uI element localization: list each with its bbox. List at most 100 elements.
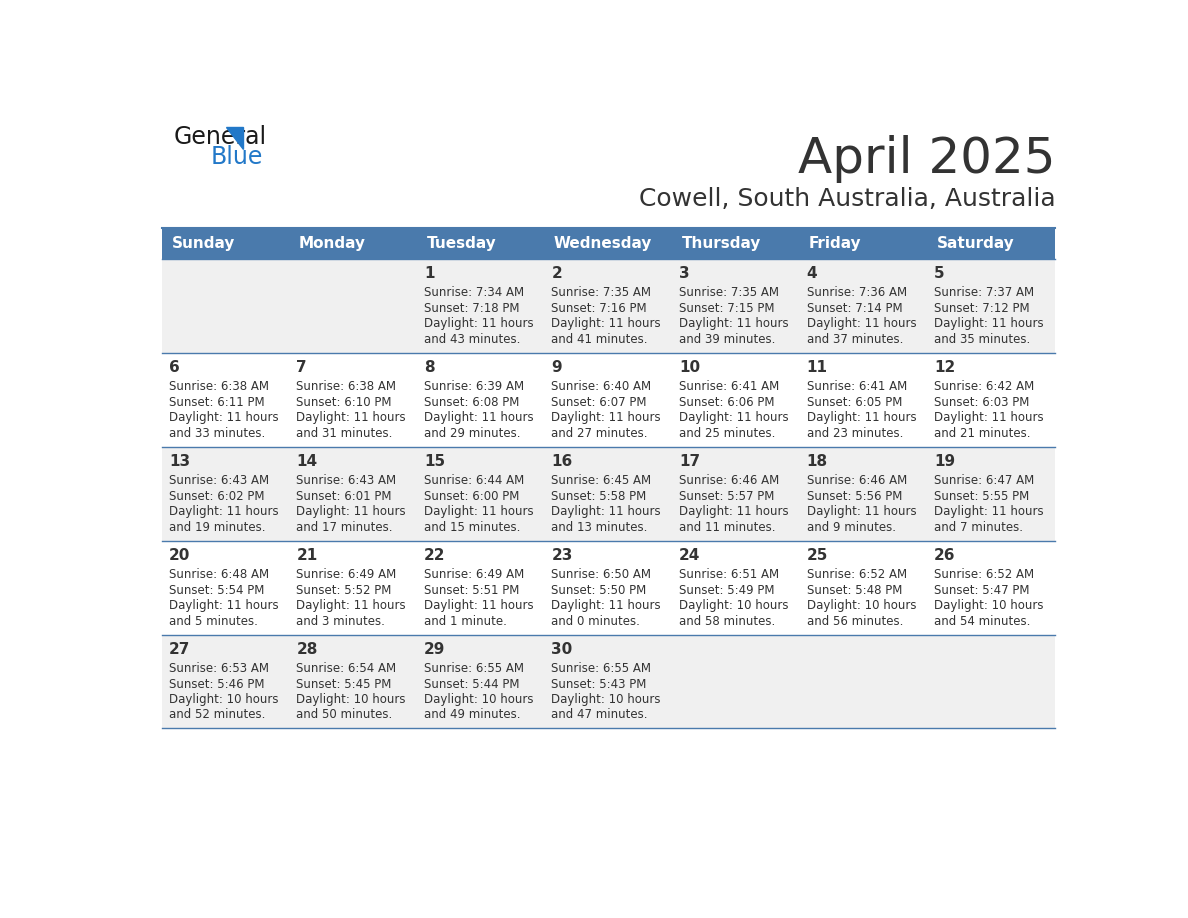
Text: Sunset: 6:01 PM: Sunset: 6:01 PM xyxy=(296,490,392,503)
Text: and 23 minutes.: and 23 minutes. xyxy=(807,427,903,440)
Text: 4: 4 xyxy=(807,266,817,282)
Polygon shape xyxy=(227,127,244,149)
Text: Sunset: 5:49 PM: Sunset: 5:49 PM xyxy=(680,584,775,597)
Text: Daylight: 11 hours: Daylight: 11 hours xyxy=(551,599,661,612)
Text: Sunset: 7:18 PM: Sunset: 7:18 PM xyxy=(424,302,519,315)
Text: Sunset: 6:00 PM: Sunset: 6:00 PM xyxy=(424,490,519,503)
Text: Daylight: 11 hours: Daylight: 11 hours xyxy=(807,505,916,518)
Text: Sunrise: 6:43 AM: Sunrise: 6:43 AM xyxy=(169,475,268,487)
Text: 19: 19 xyxy=(934,454,955,469)
Text: and 15 minutes.: and 15 minutes. xyxy=(424,521,520,533)
Text: Daylight: 11 hours: Daylight: 11 hours xyxy=(934,318,1044,330)
Text: Sunrise: 6:54 AM: Sunrise: 6:54 AM xyxy=(296,662,397,676)
Text: Sunset: 5:58 PM: Sunset: 5:58 PM xyxy=(551,490,646,503)
Text: 24: 24 xyxy=(680,548,701,564)
Text: Sunset: 5:43 PM: Sunset: 5:43 PM xyxy=(551,677,646,690)
Text: Sunrise: 6:40 AM: Sunrise: 6:40 AM xyxy=(551,380,651,394)
Text: Sunset: 6:03 PM: Sunset: 6:03 PM xyxy=(934,396,1030,409)
Text: 3: 3 xyxy=(680,266,689,282)
Text: Daylight: 11 hours: Daylight: 11 hours xyxy=(424,318,533,330)
Text: and 21 minutes.: and 21 minutes. xyxy=(934,427,1030,440)
Text: Sunset: 5:48 PM: Sunset: 5:48 PM xyxy=(807,584,902,597)
Text: Sunrise: 6:55 AM: Sunrise: 6:55 AM xyxy=(551,662,651,676)
Text: Sunrise: 6:41 AM: Sunrise: 6:41 AM xyxy=(807,380,906,394)
Text: Blue: Blue xyxy=(210,145,263,170)
Text: Daylight: 11 hours: Daylight: 11 hours xyxy=(424,599,533,612)
Text: and 5 minutes.: and 5 minutes. xyxy=(169,614,258,628)
Text: Sunrise: 6:39 AM: Sunrise: 6:39 AM xyxy=(424,380,524,394)
Text: Sunset: 5:44 PM: Sunset: 5:44 PM xyxy=(424,677,519,690)
Text: Tuesday: Tuesday xyxy=(426,236,497,251)
Text: Sunset: 6:05 PM: Sunset: 6:05 PM xyxy=(807,396,902,409)
Text: 13: 13 xyxy=(169,454,190,469)
Text: Daylight: 10 hours: Daylight: 10 hours xyxy=(424,693,533,706)
Text: Sunset: 6:10 PM: Sunset: 6:10 PM xyxy=(296,396,392,409)
Text: Sunrise: 6:42 AM: Sunrise: 6:42 AM xyxy=(934,380,1035,394)
Bar xyxy=(163,228,1055,259)
Text: and 0 minutes.: and 0 minutes. xyxy=(551,614,640,628)
Text: Sunrise: 6:53 AM: Sunrise: 6:53 AM xyxy=(169,662,268,676)
Text: Daylight: 11 hours: Daylight: 11 hours xyxy=(169,411,278,424)
Text: Sunrise: 6:43 AM: Sunrise: 6:43 AM xyxy=(296,475,397,487)
Text: 20: 20 xyxy=(169,548,190,564)
Text: 9: 9 xyxy=(551,361,562,375)
Text: Sunrise: 6:51 AM: Sunrise: 6:51 AM xyxy=(680,568,779,581)
Text: Sunrise: 6:49 AM: Sunrise: 6:49 AM xyxy=(424,568,524,581)
Text: Daylight: 11 hours: Daylight: 11 hours xyxy=(169,599,278,612)
Text: Daylight: 11 hours: Daylight: 11 hours xyxy=(424,411,533,424)
Text: 30: 30 xyxy=(551,643,573,657)
Text: 16: 16 xyxy=(551,454,573,469)
Text: Friday: Friday xyxy=(809,236,861,251)
Text: 18: 18 xyxy=(807,454,828,469)
Text: 23: 23 xyxy=(551,548,573,564)
Text: Sunset: 5:47 PM: Sunset: 5:47 PM xyxy=(934,584,1030,597)
Text: Sunday: Sunday xyxy=(171,236,235,251)
Text: Daylight: 11 hours: Daylight: 11 hours xyxy=(296,505,406,518)
Text: Sunrise: 6:46 AM: Sunrise: 6:46 AM xyxy=(807,475,906,487)
Text: 2: 2 xyxy=(551,266,562,282)
Text: 11: 11 xyxy=(807,361,828,375)
Bar xyxy=(163,541,1055,634)
Text: 14: 14 xyxy=(296,454,317,469)
Text: Sunset: 7:14 PM: Sunset: 7:14 PM xyxy=(807,302,902,315)
Text: 25: 25 xyxy=(807,548,828,564)
Text: and 27 minutes.: and 27 minutes. xyxy=(551,427,647,440)
Bar xyxy=(163,447,1055,541)
Text: and 29 minutes.: and 29 minutes. xyxy=(424,427,520,440)
Text: Sunrise: 6:47 AM: Sunrise: 6:47 AM xyxy=(934,475,1035,487)
Text: and 50 minutes.: and 50 minutes. xyxy=(296,709,392,722)
Text: 5: 5 xyxy=(934,266,944,282)
Text: Sunrise: 6:44 AM: Sunrise: 6:44 AM xyxy=(424,475,524,487)
Text: Sunset: 5:50 PM: Sunset: 5:50 PM xyxy=(551,584,646,597)
Text: and 31 minutes.: and 31 minutes. xyxy=(296,427,393,440)
Text: and 9 minutes.: and 9 minutes. xyxy=(807,521,896,533)
Text: Sunrise: 6:38 AM: Sunrise: 6:38 AM xyxy=(169,380,268,394)
Text: and 19 minutes.: and 19 minutes. xyxy=(169,521,265,533)
Text: Daylight: 11 hours: Daylight: 11 hours xyxy=(807,411,916,424)
Text: Sunset: 5:45 PM: Sunset: 5:45 PM xyxy=(296,677,392,690)
Text: 12: 12 xyxy=(934,361,955,375)
Text: Sunrise: 6:48 AM: Sunrise: 6:48 AM xyxy=(169,568,268,581)
Text: Sunrise: 6:52 AM: Sunrise: 6:52 AM xyxy=(807,568,906,581)
Text: Thursday: Thursday xyxy=(682,236,762,251)
Text: Sunrise: 7:35 AM: Sunrise: 7:35 AM xyxy=(680,286,779,299)
Text: Sunset: 5:57 PM: Sunset: 5:57 PM xyxy=(680,490,775,503)
Text: and 43 minutes.: and 43 minutes. xyxy=(424,332,520,346)
Text: 1: 1 xyxy=(424,266,435,282)
Text: and 35 minutes.: and 35 minutes. xyxy=(934,332,1030,346)
Text: Daylight: 11 hours: Daylight: 11 hours xyxy=(296,411,406,424)
Text: Sunrise: 7:37 AM: Sunrise: 7:37 AM xyxy=(934,286,1035,299)
Text: and 47 minutes.: and 47 minutes. xyxy=(551,709,647,722)
Text: 15: 15 xyxy=(424,454,446,469)
Text: 8: 8 xyxy=(424,361,435,375)
Text: Daylight: 10 hours: Daylight: 10 hours xyxy=(551,693,661,706)
Text: Sunset: 6:02 PM: Sunset: 6:02 PM xyxy=(169,490,264,503)
Text: Daylight: 10 hours: Daylight: 10 hours xyxy=(169,693,278,706)
Text: Sunrise: 6:46 AM: Sunrise: 6:46 AM xyxy=(680,475,779,487)
Text: Sunrise: 6:55 AM: Sunrise: 6:55 AM xyxy=(424,662,524,676)
Text: Sunset: 6:11 PM: Sunset: 6:11 PM xyxy=(169,396,265,409)
Text: and 17 minutes.: and 17 minutes. xyxy=(296,521,393,533)
Text: Cowell, South Australia, Australia: Cowell, South Australia, Australia xyxy=(639,187,1055,211)
Text: Sunrise: 7:36 AM: Sunrise: 7:36 AM xyxy=(807,286,906,299)
Text: Daylight: 10 hours: Daylight: 10 hours xyxy=(296,693,406,706)
